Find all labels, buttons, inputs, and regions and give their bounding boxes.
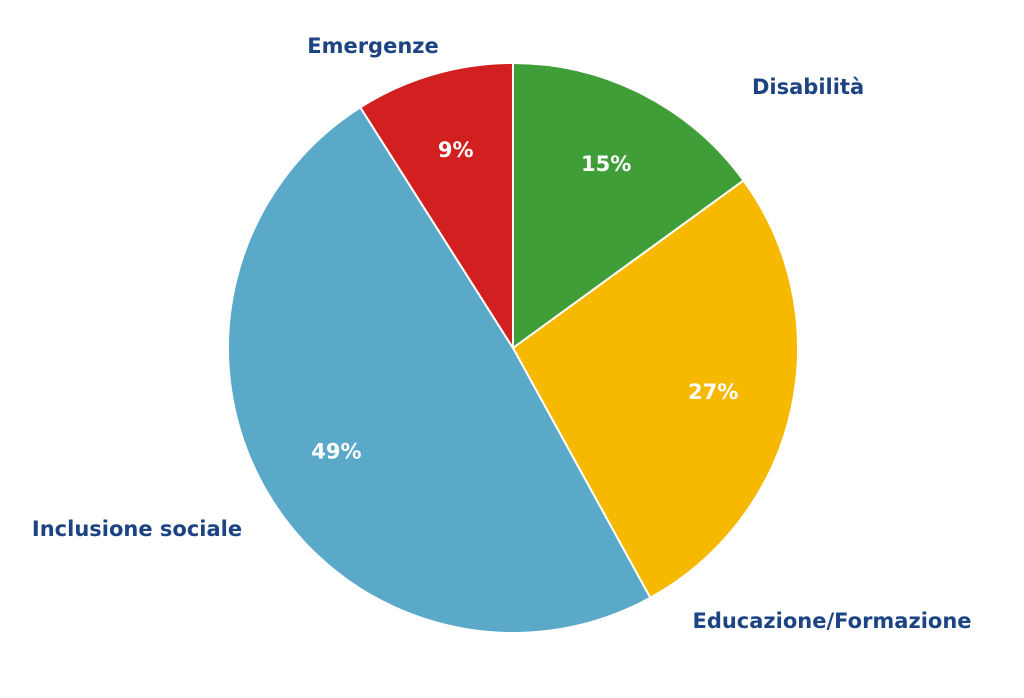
- category-label: Educazione/Formazione: [692, 609, 971, 633]
- category-label: Inclusione sociale: [32, 517, 242, 541]
- value-label: 9%: [438, 138, 474, 162]
- category-label: Emergenze: [307, 34, 439, 58]
- pie-slice: [358, 61, 514, 352]
- pie-slice: [511, 179, 799, 600]
- value-label: 15%: [581, 152, 631, 176]
- value-label: 49%: [311, 439, 361, 463]
- category-label: Disabilità: [752, 75, 864, 99]
- pie-slice: [512, 61, 745, 350]
- value-label: 27%: [688, 380, 738, 404]
- pie-slice: [227, 105, 652, 634]
